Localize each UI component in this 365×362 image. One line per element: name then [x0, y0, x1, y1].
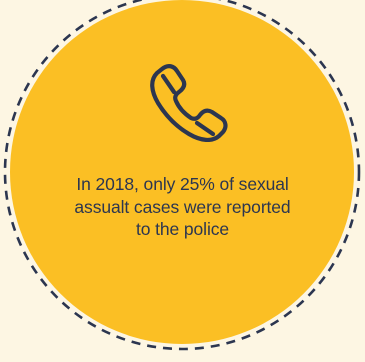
caption-line-3: to the police: [135, 219, 230, 239]
caption-line-1: In 2018, only 25% of sexual: [76, 174, 289, 194]
caption-line-2: assualt cases were reported: [74, 196, 291, 217]
stat-caption: In 2018, only 25% of sexual assualt case…: [40, 173, 325, 241]
phone-icon: [150, 64, 228, 142]
dashed-ring: [3, 0, 361, 351]
yellow-circle: [10, 0, 354, 344]
